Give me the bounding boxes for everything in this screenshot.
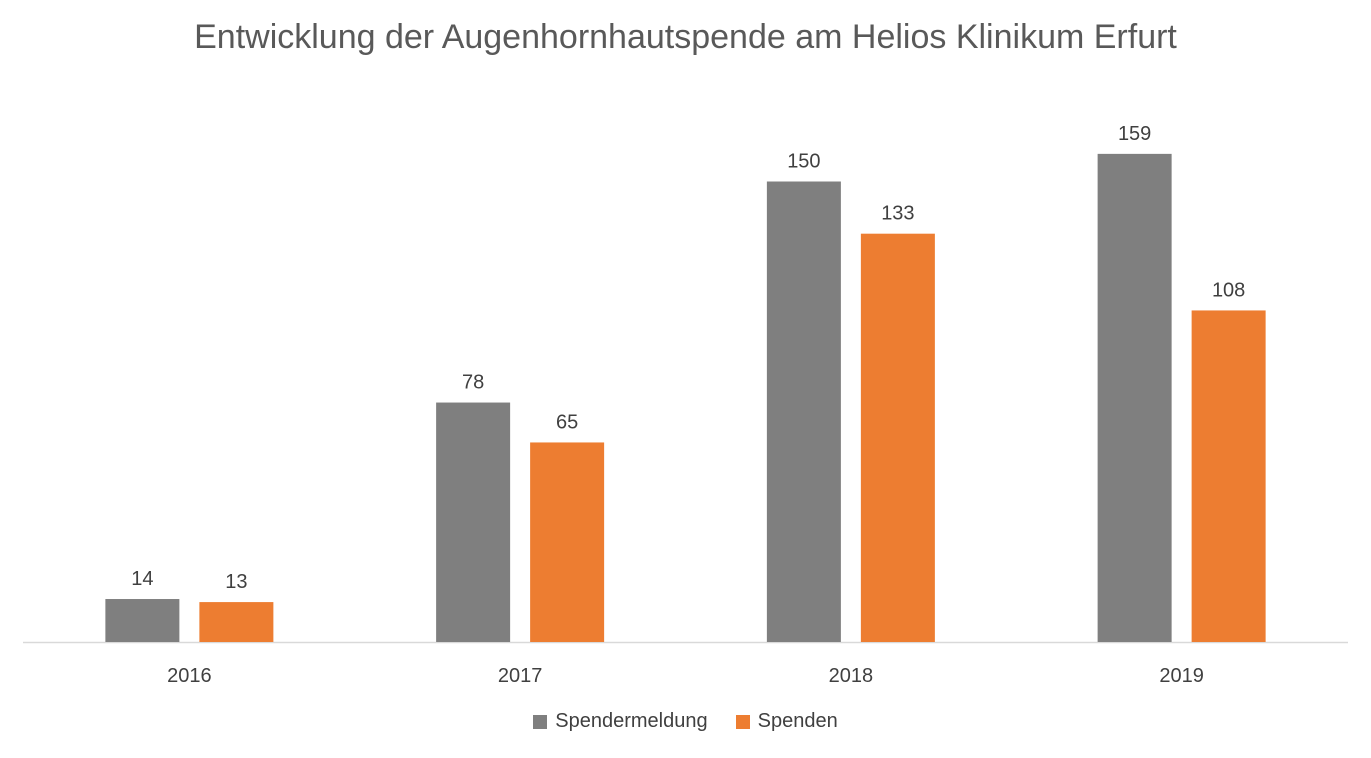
- x-tick-label-2016: 2016: [167, 665, 212, 687]
- bar-spendermeldung-2018: [766, 181, 841, 642]
- data-label-spenden-2016: 13: [225, 571, 247, 593]
- x-tick-label-2018: 2018: [829, 665, 874, 687]
- legend: Spendermeldung Spenden: [0, 710, 1371, 733]
- x-tick-label-2017: 2017: [498, 665, 543, 687]
- data-label-spenden-2017: 65: [556, 411, 578, 433]
- legend-swatch-spenden: [735, 714, 750, 729]
- legend-item-spenden: Spenden: [735, 710, 838, 733]
- bar-spenden-2018: [860, 233, 935, 642]
- x-tick-label-2019: 2019: [1159, 665, 1204, 687]
- data-label-spenden-2018: 133: [881, 203, 914, 225]
- legend-item-spendermeldung: Spendermeldung: [533, 710, 708, 733]
- bar-spenden-2016: [199, 602, 274, 642]
- data-label-spendermeldung-2016: 14: [131, 568, 153, 590]
- data-label-spendermeldung-2017: 78: [462, 372, 484, 394]
- legend-swatch-spendermeldung: [533, 714, 548, 729]
- chart-title: Entwicklung der Augenhornhautspende am H…: [194, 18, 1177, 56]
- data-label-spendermeldung-2019: 159: [1118, 123, 1151, 145]
- bar-spenden-2019: [1191, 310, 1266, 642]
- bar-spendermeldung-2016: [105, 599, 180, 642]
- data-label-spenden-2019: 108: [1212, 279, 1245, 301]
- legend-label-spendermeldung: Spendermeldung: [555, 710, 708, 732]
- bar-spendermeldung-2019: [1097, 153, 1172, 642]
- data-label-spendermeldung-2018: 150: [787, 151, 820, 173]
- legend-label-spenden: Spenden: [757, 710, 838, 732]
- bar-spendermeldung-2017: [436, 402, 511, 642]
- bar-spenden-2017: [530, 442, 605, 642]
